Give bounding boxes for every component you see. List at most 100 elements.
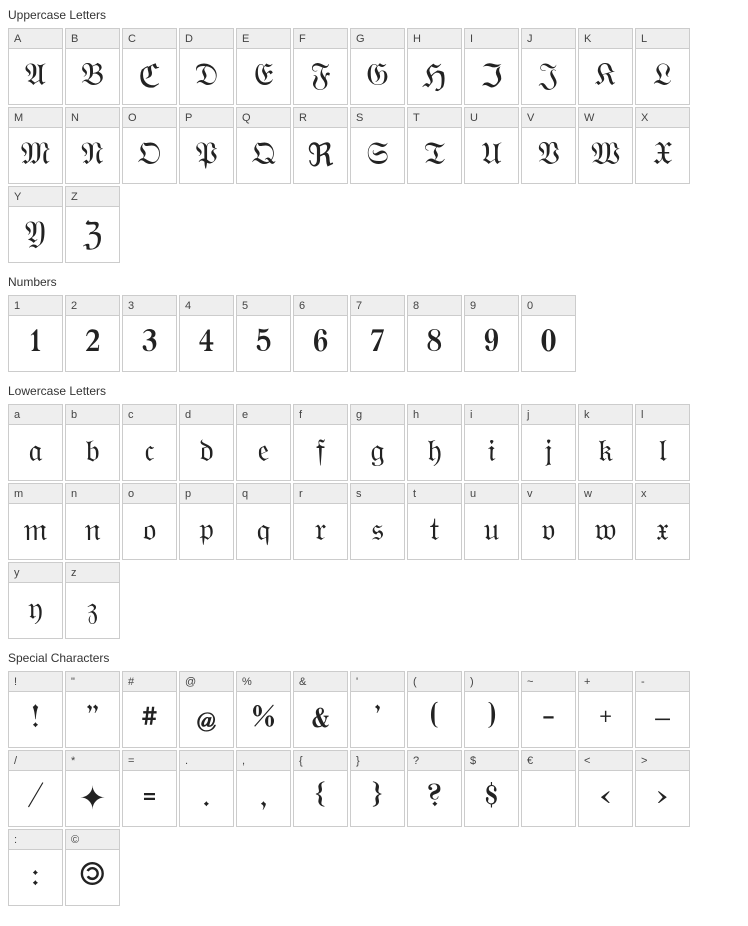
glyph-cell: i𝔦 <box>464 404 519 481</box>
glyph-cell: h𝔥 <box>407 404 462 481</box>
section-title: Special Characters <box>8 651 740 665</box>
glyph-display: 3 <box>123 316 176 371</box>
glyph-display: 𝔭 <box>180 504 233 559</box>
glyph-label: c <box>123 405 176 425</box>
glyph-cell: O𝔒 <box>122 107 177 184</box>
glyph-display: 𝔱 <box>408 504 461 559</box>
glyph-display: 𝔦 <box>465 425 518 480</box>
section-0: Uppercase LettersA𝔄B𝔅CℭD𝔇E𝔈F𝔉G𝔊HℌIℑJ𝔍K𝔎L… <box>8 8 740 263</box>
glyph-label: T <box>408 108 461 128</box>
glyph-cell: g𝔤 <box>350 404 405 481</box>
glyph-label: m <box>9 484 62 504</box>
glyph-label: Q <box>237 108 290 128</box>
glyph-label: 1 <box>9 296 62 316</box>
glyph-cell: A𝔄 <box>8 28 63 105</box>
glyph-cell: d𝔡 <box>179 404 234 481</box>
glyph-label: y <box>9 563 62 583</box>
glyph-cell: << <box>578 750 633 827</box>
glyph-label: 4 <box>180 296 233 316</box>
glyph-label: d <box>180 405 233 425</box>
glyph-label: e <box>237 405 290 425</box>
glyph-cell: ?? <box>407 750 462 827</box>
glyph-display: 𝔖 <box>351 128 404 183</box>
glyph-label: 3 <box>123 296 176 316</box>
glyph-cell: == <box>122 750 177 827</box>
glyph-cell: Zℨ <box>65 186 120 263</box>
glyph-display: 𝔑 <box>66 128 119 183</box>
glyph-cell: // <box>8 750 63 827</box>
glyph-display: 𝔏 <box>636 49 689 104</box>
glyph-display: ) <box>465 692 518 747</box>
glyph-cell: w𝔴 <box>578 483 633 560</box>
glyph-label: p <box>180 484 233 504</box>
glyph-cell: 88 <box>407 295 462 372</box>
glyph-display: 9 <box>465 316 518 371</box>
glyph-cell: V𝔙 <box>521 107 576 184</box>
glyph-cell: o𝔬 <box>122 483 177 560</box>
glyph-label: j <box>522 405 575 425</box>
glyph-label: q <box>237 484 290 504</box>
glyph-cell: :: <box>8 829 63 906</box>
glyph-display: 𝔲 <box>465 504 518 559</box>
glyph-cell: B𝔅 <box>65 28 120 105</box>
glyph-cell: ©© <box>65 829 120 906</box>
glyph-display: 6 <box>294 316 347 371</box>
glyph-display: 𝔊 <box>351 49 404 104</box>
glyph-label: N <box>66 108 119 128</box>
glyph-label: = <box>123 751 176 771</box>
glyph-label: n <box>66 484 119 504</box>
glyph-cell: S𝔖 <box>350 107 405 184</box>
glyph-display: 𝔵 <box>636 504 689 559</box>
glyph-cell: J𝔍 <box>521 28 576 105</box>
glyph-cell: L𝔏 <box>635 28 690 105</box>
glyph-cell: Cℭ <box>122 28 177 105</box>
glyph-cell: 99 <box>464 295 519 372</box>
glyph-display: % <box>237 692 290 747</box>
glyph-cell: e𝔢 <box>236 404 291 481</box>
glyph-display: / <box>9 771 62 826</box>
glyph-display: = <box>123 771 176 826</box>
glyph-label: v <box>522 484 575 504</box>
glyph-label: W <box>579 108 632 128</box>
glyph-cell: 33 <box>122 295 177 372</box>
glyph-cell: {{ <box>293 750 348 827</box>
glyph-label: - <box>636 672 689 692</box>
section-title: Lowercase Letters <box>8 384 740 398</box>
glyph-cell: 00 <box>521 295 576 372</box>
glyph-label: t <box>408 484 461 504</box>
glyph-display: 𝔰 <box>351 504 404 559</box>
glyph-label: h <box>408 405 461 425</box>
glyph-cell: 22 <box>65 295 120 372</box>
glyph-label: 2 <box>66 296 119 316</box>
glyph-display: ℌ <box>408 49 461 104</box>
glyph-label: , <box>237 751 290 771</box>
glyph-cell: E𝔈 <box>236 28 291 105</box>
glyph-label: u <box>465 484 518 504</box>
glyph-display: " <box>66 692 119 747</box>
glyph-cell: c𝔠 <box>122 404 177 481</box>
glyph-label: X <box>636 108 689 128</box>
glyph-cell: k𝔨 <box>578 404 633 481</box>
glyph-label: # <box>123 672 176 692</box>
glyph-label: © <box>66 830 119 850</box>
glyph-cell: Q𝔔 <box>236 107 291 184</box>
glyph-cell: U𝔘 <box>464 107 519 184</box>
glyph-display: 𝔛 <box>636 128 689 183</box>
glyph-display: ✦ <box>66 771 119 826</box>
glyph-cell: *✦ <box>65 750 120 827</box>
glyph-cell: s𝔰 <box>350 483 405 560</box>
glyph-label: Y <box>9 187 62 207</box>
glyph-label: / <box>9 751 62 771</box>
glyph-grid: a𝔞b𝔟c𝔠d𝔡e𝔢f𝔣g𝔤h𝔥i𝔦j𝔧k𝔨l𝔩m𝔪n𝔫o𝔬p𝔭q𝔮r𝔯s𝔰t𝔱… <box>8 404 740 639</box>
glyph-label: K <box>579 29 632 49</box>
glyph-cell: 55 <box>236 295 291 372</box>
glyph-label: k <box>579 405 632 425</box>
glyph-cell: %% <box>236 671 291 748</box>
glyph-display: 𝔗 <box>408 128 461 183</box>
glyph-cell: v𝔳 <box>521 483 576 560</box>
glyph-cell: .. <box>179 750 234 827</box>
glyph-label: @ <box>180 672 233 692</box>
glyph-label: Z <box>66 187 119 207</box>
glyph-cell: G𝔊 <box>350 28 405 105</box>
glyph-display: { <box>294 771 347 826</box>
